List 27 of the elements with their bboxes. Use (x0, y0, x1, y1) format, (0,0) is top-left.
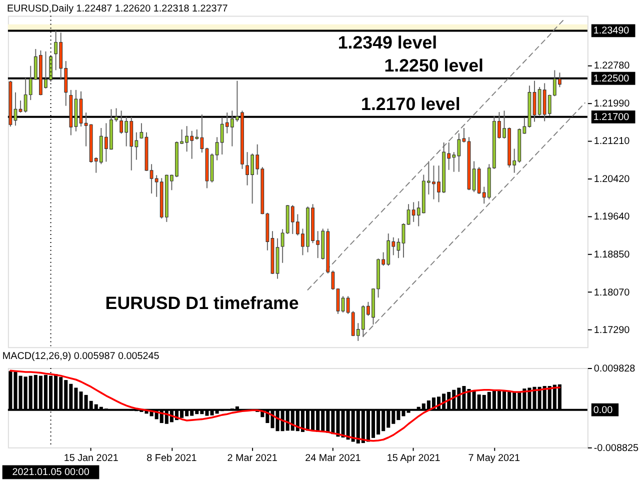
y-tick-label: 1.21700 (593, 112, 630, 123)
annotation: EURUSD D1 timeframe (105, 293, 299, 314)
y-tick-label: 1.22500 (593, 73, 630, 84)
x-tick-label: 7 May 2021 (468, 452, 521, 464)
x-tick-label: 2 Mar 2021 (227, 452, 278, 464)
y-tick-label: 1.21990 (594, 98, 630, 110)
ref-line-label: 1.2170 level (361, 94, 460, 114)
x-tick-label: 24 Mar 2021 (305, 452, 362, 464)
y-tick-label: 1.19640 (594, 212, 630, 223)
ref-line-label: 1.2349 level (338, 32, 438, 53)
y-tick-label: 0.00 (593, 404, 614, 416)
y-tick-label: 1.20420 (594, 174, 630, 186)
y-tick-label: 1.17290 (594, 324, 630, 336)
y-tick-label: 0.009828 (594, 363, 636, 374)
x-tick-label: 15 Apr 2021 (386, 452, 441, 464)
y-tick-label: 1.18070 (594, 287, 630, 298)
y-tick-label: 1.18850 (594, 250, 630, 261)
chart-title: MACD(12,26,9) 0.005987 0.005245 (2, 351, 160, 362)
x-tick-label: 8 Feb 2021 (146, 452, 198, 464)
y-tick-label: 1.23490 (593, 26, 630, 37)
x-tick-label: 15 Jan 2021 (64, 452, 119, 464)
chart-title: EURUSD,Daily 1.22487 1.22620 1.22318 1.22377 (6, 3, 228, 14)
y-tick-label: -0.008825 (594, 442, 639, 454)
y-tick-label: 1.22780 (594, 60, 630, 72)
y-tick-label: 1.21210 (594, 136, 630, 147)
x-tick-label: 2021.01.05 00:00 (12, 467, 90, 478)
ref-line-label: 1.2250 level (384, 55, 484, 76)
